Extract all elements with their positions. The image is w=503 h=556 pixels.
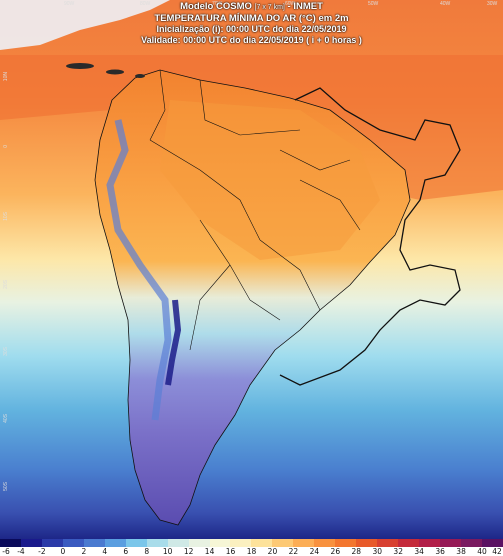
colorbar-tick-label: 36 [435, 547, 445, 556]
temperature-map: 90W 80W 70W 60W 50W 40W 30W 10N 0 10S 20… [0, 0, 503, 540]
colorbar-tick-label: 30 [372, 547, 383, 556]
lat-label-50s: 50S [3, 482, 9, 491]
colorbar-swatch [314, 539, 336, 547]
model-domain-outline [279, 87, 461, 386]
colorbar-tick-label: 6 [123, 547, 129, 556]
temperature-colorbar: -6 -4 -2 0 2 4 6 8 10 12 14 16 18 20 22 24 26 28 30 32 34 36 3… [0, 539, 503, 556]
lat-label-30s: 30S [3, 347, 9, 356]
colorbar-tick-label: 38 [456, 547, 466, 556]
initialization-line: Inicialização (i): 00:00 UTC do dia 22/0… [156, 24, 347, 34]
caribbean-islands [66, 63, 145, 78]
colorbar-tick-label: 24 [309, 547, 320, 556]
model-title: Modelo COSMO [7 x 7 km] - INMET [0, 1, 503, 13]
lon-label-40w: 40W [440, 1, 451, 7]
colorbar-swatch [398, 539, 420, 547]
lon-label-90w: 90W [64, 1, 75, 7]
colorbar-swatch [83, 539, 105, 547]
colorbar-swatch [440, 539, 461, 547]
colorbar-swatch [481, 539, 503, 547]
colorbar-swatch [41, 539, 63, 547]
colorbar-swatch [62, 539, 84, 547]
map-title-block: Modelo COSMO [7 x 7 km] - INMET TEMPERAT… [0, 0, 503, 52]
lat-label-10s: 10S [3, 212, 9, 221]
colorbar-tick-label: 10 [162, 547, 173, 556]
colorbar-tick-label: -2 [38, 547, 46, 556]
lat-label-0: 0 [3, 145, 9, 148]
colorbar-swatch [377, 539, 399, 547]
colorbar-swatch [272, 539, 294, 547]
model-name: Modelo COSMO [180, 1, 252, 12]
colorbar-strip [0, 539, 503, 547]
lat-label-10n: 10N [3, 72, 9, 82]
colorbar-swatch [0, 539, 21, 547]
colorbar-tick-label: 18 [246, 547, 257, 556]
colorbar-swatch [230, 539, 252, 547]
colorbar-tick-label: 2 [81, 547, 87, 556]
lat-label-20s: 20S [3, 280, 9, 289]
lon-label-70w: 70W [212, 1, 223, 7]
colorbar-swatch [293, 539, 315, 547]
lon-label-80w: 80W [140, 1, 151, 7]
colorbar-tick-label: 42 [492, 547, 502, 556]
lat-label-40s: 40S [3, 414, 9, 423]
colorbar-tick-label: 40 [477, 547, 487, 556]
model-resolution: [7 x 7 km] [254, 4, 285, 11]
andes-cold-ridge [106, 119, 172, 421]
colorbar-swatch [209, 539, 231, 547]
andes-coldest-core [165, 299, 182, 386]
colorbar-swatch [335, 539, 357, 547]
colorbar-tick-label: 22 [288, 547, 299, 556]
colorbar-tick-label: 28 [351, 547, 362, 556]
colorbar-tick-label: 20 [267, 547, 278, 556]
colorbar-tick-label: 16 [225, 547, 236, 556]
variable-title: TEMPERATURA MÍNIMA DO AR (°C) em 2m [154, 13, 349, 24]
lon-label-30w: 30W [487, 1, 498, 7]
colorbar-tick-label: -4 [17, 547, 25, 556]
model-agency: - INMET [287, 1, 323, 12]
colorbar-ticks: -6 -4 -2 0 2 4 6 8 10 12 14 16 18 20 22 24 26 28 30 32 34 36 3… [0, 547, 503, 556]
political-borders [149, 69, 361, 351]
colorbar-tick-label: 32 [393, 547, 403, 556]
colorbar-swatch [460, 539, 482, 547]
lon-label-60w: 60W [285, 1, 296, 7]
north-america-land [0, 0, 170, 50]
colorbar-tick-label: 26 [330, 547, 341, 556]
colorbar-swatch [146, 539, 168, 547]
colorbar-swatch [419, 539, 441, 547]
colorbar-tick-label: 12 [183, 547, 194, 556]
warm-interior [160, 100, 380, 260]
colorbar-swatch [188, 539, 210, 547]
colorbar-tick-label: 0 [60, 547, 66, 556]
colorbar-tick-label: 8 [144, 547, 150, 556]
colorbar-swatch [125, 539, 147, 547]
colorbar-swatch [104, 539, 126, 547]
colorbar-swatch [20, 539, 42, 547]
colorbar-tick-label: 4 [102, 547, 108, 556]
colorbar-tick-label: 14 [204, 547, 215, 556]
colorbar-swatch [251, 539, 273, 547]
map-canvas [0, 0, 503, 540]
colorbar-swatch [356, 539, 378, 547]
colorbar-tick-label: 34 [414, 547, 424, 556]
colorbar-tick-label: -6 [2, 547, 10, 556]
validity-line: Validade: 00:00 UTC do dia 22/05/2019 ( … [141, 35, 362, 45]
lon-label-50w: 50W [368, 1, 379, 7]
colorbar-swatch [167, 539, 189, 547]
